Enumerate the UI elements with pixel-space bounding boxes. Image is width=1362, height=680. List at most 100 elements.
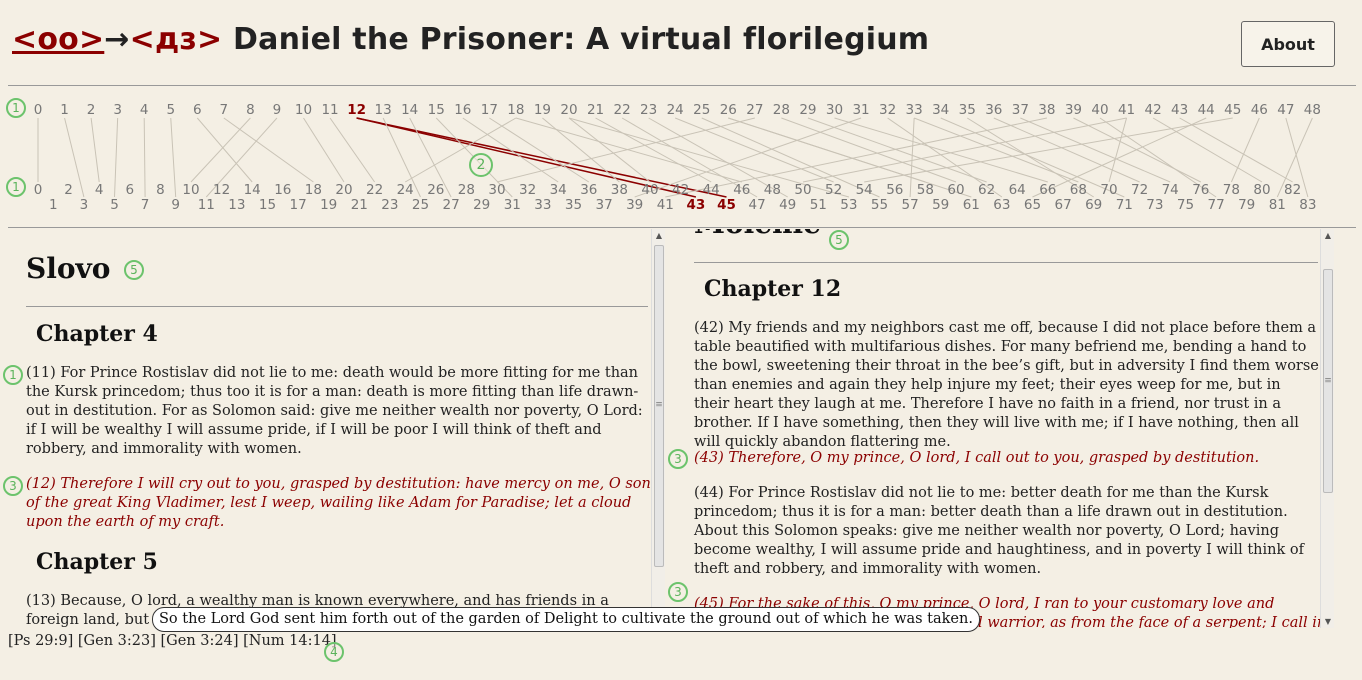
top-verse-0[interactable]: 0 bbox=[34, 102, 43, 118]
top-verse-16[interactable]: 16 bbox=[454, 102, 471, 118]
top-verse-43[interactable]: 43 bbox=[1171, 102, 1188, 118]
bottom-verse-7[interactable]: 7 bbox=[141, 197, 150, 213]
bottom-verse-6[interactable]: 6 bbox=[126, 182, 135, 198]
alignment-link-10[interactable] bbox=[303, 117, 345, 183]
top-verse-41[interactable]: 41 bbox=[1118, 102, 1135, 118]
bottom-verse-44[interactable]: 44 bbox=[703, 182, 720, 198]
bottom-verse-75[interactable]: 75 bbox=[1177, 197, 1194, 213]
alignment-link-31[interactable] bbox=[834, 117, 1048, 183]
bottom-verse-74[interactable]: 74 bbox=[1162, 182, 1179, 198]
bottom-verse-56[interactable]: 56 bbox=[886, 182, 903, 198]
alignment-link-29[interactable] bbox=[781, 117, 957, 183]
bottom-verse-38[interactable]: 38 bbox=[611, 182, 628, 198]
alignment-link-34[interactable] bbox=[913, 117, 1079, 183]
scripture-references[interactable]: [Ps 29:9] [Gen 3:23] [Gen 3:24] [Num 14:… bbox=[8, 633, 337, 649]
alignment-link-37[interactable] bbox=[993, 117, 1140, 183]
top-verse-21[interactable]: 21 bbox=[587, 102, 604, 118]
top-verse-35[interactable]: 35 bbox=[959, 102, 976, 118]
alignment-link-21[interactable] bbox=[568, 117, 651, 183]
top-verse-2[interactable]: 2 bbox=[87, 102, 96, 118]
top-verse-23[interactable]: 23 bbox=[640, 102, 657, 118]
bottom-verse-42[interactable]: 42 bbox=[672, 182, 689, 198]
bottom-verse-23[interactable]: 23 bbox=[381, 197, 398, 213]
top-verse-45[interactable]: 45 bbox=[1224, 102, 1241, 118]
verse-44[interactable]: (44) For Prince Rostislav did not lie to… bbox=[694, 485, 1304, 577]
alignment-link-45[interactable] bbox=[1032, 117, 1207, 198]
about-button[interactable]: About bbox=[1241, 21, 1335, 67]
alignment-link-30[interactable] bbox=[807, 117, 987, 183]
top-verse-32[interactable]: 32 bbox=[879, 102, 896, 118]
alignment-link-14[interactable] bbox=[382, 117, 421, 198]
top-verse-13[interactable]: 13 bbox=[375, 102, 392, 118]
verse-42[interactable]: (42) My friends and my neighbors cast me… bbox=[694, 320, 1319, 450]
bottom-verse-22[interactable]: 22 bbox=[366, 182, 383, 198]
alignment-link-23[interactable] bbox=[621, 117, 758, 198]
alignment-link-18[interactable] bbox=[489, 117, 590, 183]
bottom-verse-39[interactable]: 39 bbox=[626, 197, 643, 213]
top-verse-40[interactable]: 40 bbox=[1091, 102, 1108, 118]
bottom-verse-8[interactable]: 8 bbox=[156, 182, 165, 198]
bottom-verse-27[interactable]: 27 bbox=[443, 197, 460, 213]
top-verse-30[interactable]: 30 bbox=[826, 102, 843, 118]
alignment-link-8[interactable] bbox=[190, 117, 251, 183]
bottom-verse-32[interactable]: 32 bbox=[519, 182, 536, 198]
bottom-verse-71[interactable]: 71 bbox=[1116, 197, 1133, 213]
bottom-verse-2[interactable]: 2 bbox=[64, 182, 73, 198]
top-verse-17[interactable]: 17 bbox=[481, 102, 498, 118]
top-verse-3[interactable]: 3 bbox=[113, 102, 122, 118]
bottom-verse-18[interactable]: 18 bbox=[305, 182, 322, 198]
top-verse-1[interactable]: 1 bbox=[60, 102, 69, 118]
bottom-verse-17[interactable]: 17 bbox=[290, 197, 307, 213]
logo-source-link[interactable]: <оо> bbox=[12, 22, 105, 57]
bottom-verse-16[interactable]: 16 bbox=[274, 182, 291, 198]
bottom-verse-10[interactable]: 10 bbox=[182, 182, 199, 198]
alignment-link-42[interactable] bbox=[802, 117, 1127, 183]
bottom-verse-58[interactable]: 58 bbox=[917, 182, 934, 198]
top-verse-15[interactable]: 15 bbox=[428, 102, 445, 118]
bottom-verse-68[interactable]: 68 bbox=[1070, 182, 1087, 198]
bottom-verse-5[interactable]: 5 bbox=[110, 197, 119, 213]
alignment-link-26[interactable] bbox=[701, 117, 880, 198]
left-scrollbar[interactable]: ▲ ≡ bbox=[651, 229, 665, 628]
bottom-verse-4[interactable]: 4 bbox=[95, 182, 104, 198]
bottom-verse-52[interactable]: 52 bbox=[825, 182, 842, 198]
bottom-verse-61[interactable]: 61 bbox=[963, 197, 980, 213]
alignment-link-35[interactable] bbox=[940, 117, 1125, 198]
bottom-verse-83[interactable]: 83 bbox=[1299, 197, 1316, 213]
bottom-verse-46[interactable]: 46 bbox=[733, 182, 750, 198]
alignment-link-5[interactable] bbox=[170, 117, 177, 198]
bottom-verse-79[interactable]: 79 bbox=[1238, 197, 1255, 213]
bottom-verse-70[interactable]: 70 bbox=[1100, 182, 1117, 198]
top-verse-42[interactable]: 42 bbox=[1145, 102, 1162, 118]
bottom-verse-14[interactable]: 14 bbox=[244, 182, 261, 198]
bottom-verse-40[interactable]: 40 bbox=[641, 182, 658, 198]
alignment-link-12[interactable] bbox=[356, 117, 697, 198]
bottom-verse-29[interactable]: 29 bbox=[473, 197, 490, 213]
bottom-verse-49[interactable]: 49 bbox=[779, 197, 796, 213]
top-verse-4[interactable]: 4 bbox=[140, 102, 149, 118]
bottom-verse-72[interactable]: 72 bbox=[1131, 182, 1148, 198]
alignment-link-2[interactable] bbox=[90, 117, 100, 183]
bottom-verse-11[interactable]: 11 bbox=[198, 197, 215, 213]
alignment-link-38[interactable] bbox=[1020, 117, 1171, 183]
top-verse-26[interactable]: 26 bbox=[720, 102, 737, 118]
top-verse-10[interactable]: 10 bbox=[295, 102, 312, 118]
bottom-verse-24[interactable]: 24 bbox=[397, 182, 414, 198]
bottom-verse-67[interactable]: 67 bbox=[1055, 197, 1072, 213]
bottom-verse-25[interactable]: 25 bbox=[412, 197, 429, 213]
alignment-link-15[interactable] bbox=[409, 117, 452, 198]
top-verse-39[interactable]: 39 bbox=[1065, 102, 1082, 118]
alignment-link-25[interactable] bbox=[675, 117, 834, 183]
left-text-pane[interactable]: Slovo Chapter 4 (11) For Prince Rostisla… bbox=[8, 229, 656, 628]
bottom-verse-45[interactable]: 45 bbox=[717, 197, 736, 213]
bottom-verse-41[interactable]: 41 bbox=[657, 197, 674, 213]
top-verse-38[interactable]: 38 bbox=[1038, 102, 1055, 118]
bottom-verse-28[interactable]: 28 bbox=[458, 182, 475, 198]
alignment-link-9[interactable] bbox=[205, 117, 278, 198]
verse-45-continued[interactable]: an evil warrior, as from the face of a s… bbox=[934, 615, 1334, 628]
alignment-graph[interactable]: 0 1 2 3 4 5 6 7 8 9 10 11 12 13 14 15 16 17 18 19 20 21 22 23 24… bbox=[0, 90, 1362, 225]
bottom-verse-12[interactable]: 12 bbox=[213, 182, 230, 198]
bottom-verse-15[interactable]: 15 bbox=[259, 197, 276, 213]
left-scroll-thumb[interactable] bbox=[654, 245, 664, 567]
bottom-verse-9[interactable]: 9 bbox=[171, 197, 180, 213]
